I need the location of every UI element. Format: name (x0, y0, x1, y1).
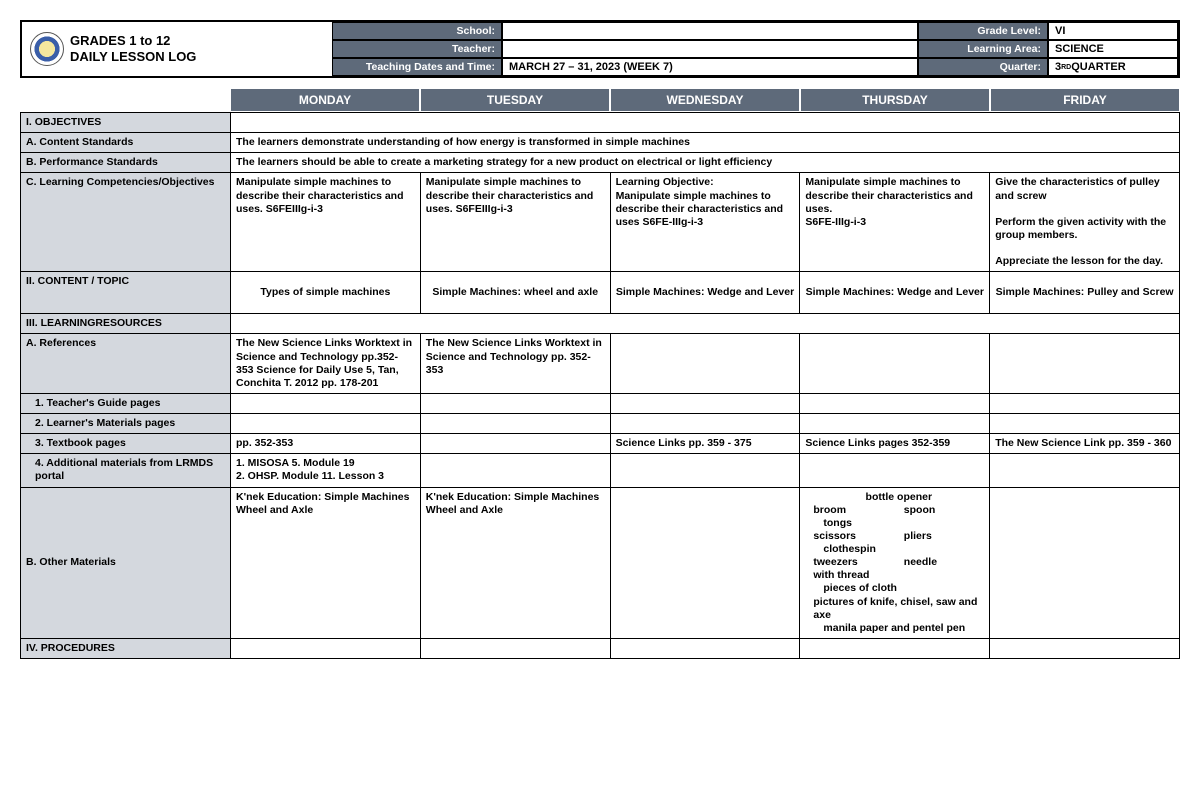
row-content-standards: A. Content Standards The learners demons… (21, 133, 1180, 153)
school-label: School: (332, 22, 502, 40)
cell-addl-wed (610, 454, 800, 487)
row-lm-pages: 2. Learner's Materials pages (21, 414, 1180, 434)
cell-comp-thu: Manipulate simple machines to describe t… (800, 173, 990, 272)
area-label: Learning Area: (918, 40, 1048, 58)
row-references: A. References The New Science Links Work… (21, 334, 1180, 394)
row-competencies: C. Learning Competencies/Objectives Mani… (21, 173, 1180, 272)
header-title-block: GRADES 1 to 12 DAILY LESSON LOG (22, 22, 332, 76)
cell-content-wed: Simple Machines: Wedge and Lever (610, 272, 800, 314)
area-value: SCIENCE (1048, 40, 1178, 58)
cell-other-fri (990, 487, 1180, 638)
mat-clothespin: clothespin (813, 543, 984, 556)
cell-lm-label: 2. Learner's Materials pages (21, 414, 231, 434)
day-tuesday: TUESDAY (420, 88, 610, 112)
cell-comp-label: C. Learning Competencies/Objectives (21, 173, 231, 272)
mat-scissors: scissors (813, 530, 893, 543)
cell-procedures-label: IV. PROCEDURES (21, 638, 231, 658)
cell-content-label: II. CONTENT / TOPIC (21, 272, 231, 314)
mat-tongs: tongs (813, 517, 984, 530)
dates-value: MARCH 27 – 31, 2023 (WEEK 7) (502, 58, 918, 76)
cell-addl-tue (420, 454, 610, 487)
header-info-grid: School: Grade Level: VI Teacher: Learnin… (332, 22, 1178, 76)
mat-thread: with thread (813, 569, 984, 582)
mat-needle: needle (904, 556, 984, 569)
row-resources: III. LEARNINGRESOURCES (21, 314, 1180, 334)
cell-other-tue: K'nek Education: Simple Machines Wheel a… (420, 487, 610, 638)
title-line-2: DAILY LESSON LOG (70, 49, 196, 65)
cell-tb-mon: pp. 352-353 (231, 434, 421, 454)
quarter-label: Quarter: (918, 58, 1048, 76)
mat-bottle-opener: bottle opener (813, 491, 984, 504)
cell-references-label: A. References (21, 334, 231, 394)
cell-addl-fri (990, 454, 1180, 487)
teacher-value (502, 40, 918, 58)
cell-other-label: B. Other Materials (21, 487, 231, 638)
row-procedures: IV. PROCEDURES (21, 638, 1180, 658)
weekday-header-row: MONDAY TUESDAY WEDNESDAY THURSDAY FRIDAY (20, 88, 1180, 112)
cell-comp-mon: Manipulate simple machines to describe t… (231, 173, 421, 272)
cell-perf-std-value: The learners should be able to create a … (231, 153, 1180, 173)
cell-tb-thu: Science Links pages 352-359 (800, 434, 990, 454)
grade-label: Grade Level: (918, 22, 1048, 40)
cell-content-std-value: The learners demonstrate understanding o… (231, 133, 1180, 153)
deped-seal-icon (30, 32, 64, 66)
cell-tb-wed: Science Links pp. 359 - 375 (610, 434, 800, 454)
school-value (502, 22, 918, 40)
cell-content-std-label: A. Content Standards (21, 133, 231, 153)
mat-cloth: pieces of cloth (813, 582, 984, 595)
document-header: GRADES 1 to 12 DAILY LESSON LOG School: … (20, 20, 1180, 78)
cell-objectives-label: I. OBJECTIVES (21, 113, 231, 133)
row-objectives: I. OBJECTIVES (21, 113, 1180, 133)
row-other-materials: B. Other Materials K'nek Education: Simp… (21, 487, 1180, 638)
cell-ref-fri (990, 334, 1180, 394)
row-tg-pages: 1. Teacher's Guide pages (21, 393, 1180, 413)
cell-perf-std-label: B. Performance Standards (21, 153, 231, 173)
cell-content-fri: Simple Machines: Pulley and Screw (990, 272, 1180, 314)
cell-addl-thu (800, 454, 990, 487)
cell-comp-tue: Manipulate simple machines to describe t… (420, 173, 610, 272)
cell-ref-wed (610, 334, 800, 394)
cell-content-thu: Simple Machines: Wedge and Lever (800, 272, 990, 314)
day-wednesday: WEDNESDAY (610, 88, 800, 112)
mat-tweezers: tweezers (813, 556, 893, 569)
cell-content-tue: Simple Machines: wheel and axle (420, 272, 610, 314)
mat-broom: broom (813, 504, 893, 517)
cell-other-mon: K'nek Education: Simple Machines Wheel a… (231, 487, 421, 638)
day-friday: FRIDAY (990, 88, 1180, 112)
mat-spoon: spoon (904, 504, 984, 517)
day-monday: MONDAY (230, 88, 420, 112)
day-thursday: THURSDAY (800, 88, 990, 112)
cell-ref-thu (800, 334, 990, 394)
quarter-sup: RD (1061, 64, 1071, 71)
title-line-1: GRADES 1 to 12 (70, 33, 196, 49)
cell-comp-fri: Give the characteristics of pulley and s… (990, 173, 1180, 272)
cell-tb-tue (420, 434, 610, 454)
grade-value: VI (1048, 22, 1178, 40)
row-textbook-pages: 3. Textbook pages pp. 352-353 Science Li… (21, 434, 1180, 454)
header-title: GRADES 1 to 12 DAILY LESSON LOG (70, 33, 196, 64)
cell-resources-label: III. LEARNINGRESOURCES (21, 314, 231, 334)
cell-content-mon: Types of simple machines (231, 272, 421, 314)
cell-tb-label: 3. Textbook pages (21, 434, 231, 454)
cell-addl-mon: 1. MISOSA 5. Module 19 2. OHSP. Module 1… (231, 454, 421, 487)
quarter-value: 3RDQUARTER (1048, 58, 1178, 76)
cell-tg-label: 1. Teacher's Guide pages (21, 393, 231, 413)
teacher-label: Teacher: (332, 40, 502, 58)
row-performance-standards: B. Performance Standards The learners sh… (21, 153, 1180, 173)
cell-ref-tue: The New Science Links Worktext in Scienc… (420, 334, 610, 394)
row-content-topic: II. CONTENT / TOPIC Types of simple mach… (21, 272, 1180, 314)
mat-pliers: pliers (904, 530, 984, 543)
cell-ref-mon: The New Science Links Worktext in Scienc… (231, 334, 421, 394)
quarter-post: QUARTER (1071, 61, 1125, 73)
cell-comp-wed: Learning Objective: Manipulate simple ma… (610, 173, 800, 272)
cell-other-wed (610, 487, 800, 638)
cell-tb-fri: The New Science Link pp. 359 - 360 (990, 434, 1180, 454)
mat-pictures: pictures of knife, chisel, saw and axe (813, 596, 984, 622)
row-additional-materials: 4. Additional materials from LRMDS porta… (21, 454, 1180, 487)
cell-other-thu: bottle opener broom spoon tongs scissors… (800, 487, 990, 638)
lesson-table: I. OBJECTIVES A. Content Standards The l… (20, 112, 1180, 659)
cell-addl-label: 4. Additional materials from LRMDS porta… (21, 454, 231, 487)
dates-label: Teaching Dates and Time: (332, 58, 502, 76)
mat-manila: manila paper and pentel pen (813, 622, 984, 635)
